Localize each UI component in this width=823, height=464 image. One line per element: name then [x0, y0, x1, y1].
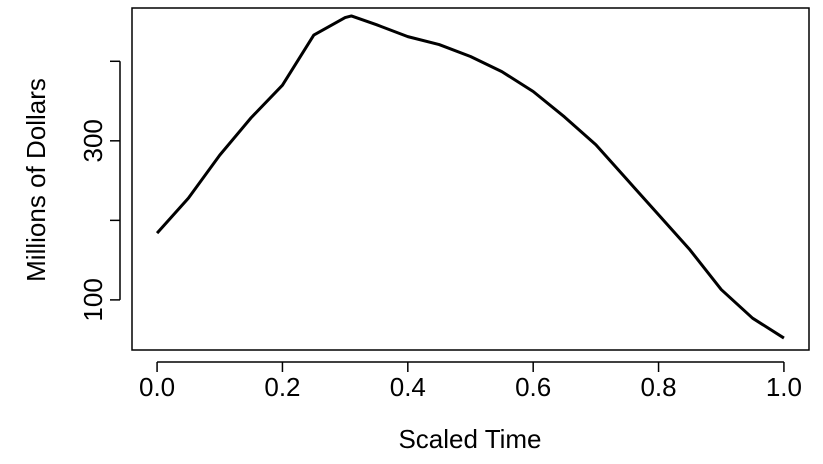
y-axis-label: Millions of Dollars	[21, 78, 51, 282]
x-tick-label: 0.8	[640, 372, 676, 402]
x-tick-label: 0.2	[264, 372, 300, 402]
x-tick-label: 1.0	[766, 372, 802, 402]
y-tick-label: 300	[78, 119, 108, 162]
data-line	[155, 14, 785, 340]
y-tick-label: 100	[78, 278, 108, 321]
x-axis-label: Scaled Time	[398, 424, 541, 454]
x-tick-label: 0.0	[139, 372, 175, 402]
x-tick-label: 0.4	[390, 372, 426, 402]
plot-box	[131, 7, 810, 351]
x-tick-label: 0.6	[515, 372, 551, 402]
